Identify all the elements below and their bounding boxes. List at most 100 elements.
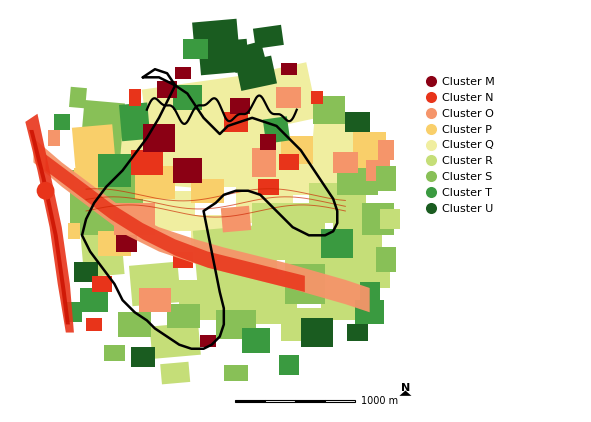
Polygon shape <box>229 41 267 73</box>
Polygon shape <box>198 39 249 75</box>
Polygon shape <box>232 276 297 325</box>
Polygon shape <box>80 225 125 278</box>
Polygon shape <box>167 304 200 328</box>
Polygon shape <box>46 154 305 292</box>
Polygon shape <box>321 280 369 320</box>
Legend: Cluster M, Cluster N, Cluster O, Cluster P, Cluster Q, Cluster R, Cluster S, Clu: Cluster M, Cluster N, Cluster O, Cluster… <box>425 77 495 214</box>
Polygon shape <box>143 124 175 152</box>
Polygon shape <box>380 209 400 229</box>
Polygon shape <box>70 170 118 235</box>
Polygon shape <box>175 67 191 79</box>
Polygon shape <box>139 288 171 312</box>
Polygon shape <box>98 231 131 256</box>
Polygon shape <box>193 224 279 295</box>
Polygon shape <box>111 170 143 211</box>
Polygon shape <box>150 322 201 359</box>
Polygon shape <box>30 130 70 325</box>
Polygon shape <box>183 39 207 59</box>
Polygon shape <box>260 134 277 150</box>
Polygon shape <box>235 56 277 91</box>
Bar <box>265 400 295 402</box>
Polygon shape <box>69 87 87 108</box>
Polygon shape <box>160 362 190 384</box>
Polygon shape <box>285 264 325 304</box>
Polygon shape <box>191 179 224 203</box>
Polygon shape <box>278 355 299 375</box>
Polygon shape <box>92 276 112 292</box>
Polygon shape <box>333 223 382 264</box>
Polygon shape <box>281 136 313 165</box>
Polygon shape <box>129 262 181 306</box>
Polygon shape <box>66 302 82 322</box>
Polygon shape <box>48 130 60 146</box>
Polygon shape <box>118 312 151 337</box>
Polygon shape <box>173 252 193 268</box>
Polygon shape <box>192 19 239 55</box>
Polygon shape <box>285 235 349 284</box>
Polygon shape <box>272 146 337 195</box>
Polygon shape <box>116 235 137 252</box>
Polygon shape <box>348 325 368 341</box>
Polygon shape <box>25 114 74 333</box>
Polygon shape <box>74 262 98 282</box>
Polygon shape <box>191 215 240 247</box>
Polygon shape <box>353 132 386 168</box>
Bar <box>235 400 265 402</box>
Polygon shape <box>242 328 271 353</box>
Polygon shape <box>311 92 323 104</box>
Polygon shape <box>86 318 102 330</box>
Polygon shape <box>173 85 202 110</box>
Polygon shape <box>362 203 394 235</box>
Polygon shape <box>131 347 155 367</box>
Polygon shape <box>129 89 141 106</box>
Polygon shape <box>191 114 281 187</box>
Circle shape <box>37 182 54 200</box>
Bar <box>325 400 355 402</box>
Polygon shape <box>258 179 278 195</box>
Polygon shape <box>337 162 378 195</box>
Polygon shape <box>400 390 411 396</box>
Polygon shape <box>224 112 248 132</box>
Polygon shape <box>224 365 248 381</box>
Polygon shape <box>313 95 345 124</box>
Polygon shape <box>359 282 380 302</box>
Polygon shape <box>281 308 329 341</box>
Polygon shape <box>321 229 353 257</box>
Polygon shape <box>278 154 299 170</box>
Polygon shape <box>98 154 131 187</box>
Polygon shape <box>366 160 390 181</box>
Polygon shape <box>301 318 333 347</box>
Polygon shape <box>157 81 177 97</box>
Polygon shape <box>311 116 363 160</box>
Polygon shape <box>349 256 390 288</box>
Polygon shape <box>281 63 297 75</box>
Polygon shape <box>131 150 163 175</box>
Polygon shape <box>253 25 284 49</box>
Polygon shape <box>216 310 256 338</box>
Polygon shape <box>236 183 293 223</box>
Polygon shape <box>68 223 80 239</box>
Polygon shape <box>200 335 216 347</box>
Polygon shape <box>105 116 165 161</box>
Polygon shape <box>277 87 301 108</box>
Polygon shape <box>135 166 175 199</box>
Polygon shape <box>263 116 290 144</box>
Polygon shape <box>139 191 196 231</box>
Polygon shape <box>72 124 116 176</box>
Text: 1000 m: 1000 m <box>361 396 398 406</box>
Polygon shape <box>376 247 396 272</box>
Polygon shape <box>142 74 265 170</box>
Polygon shape <box>54 114 70 130</box>
Polygon shape <box>376 166 396 191</box>
Polygon shape <box>230 97 250 114</box>
Polygon shape <box>252 148 277 176</box>
Polygon shape <box>145 127 222 190</box>
Polygon shape <box>104 345 125 361</box>
Polygon shape <box>34 138 369 312</box>
Polygon shape <box>179 280 236 320</box>
Polygon shape <box>235 62 318 133</box>
Polygon shape <box>345 112 369 132</box>
Polygon shape <box>115 203 155 235</box>
Polygon shape <box>333 152 358 173</box>
Polygon shape <box>355 300 384 325</box>
